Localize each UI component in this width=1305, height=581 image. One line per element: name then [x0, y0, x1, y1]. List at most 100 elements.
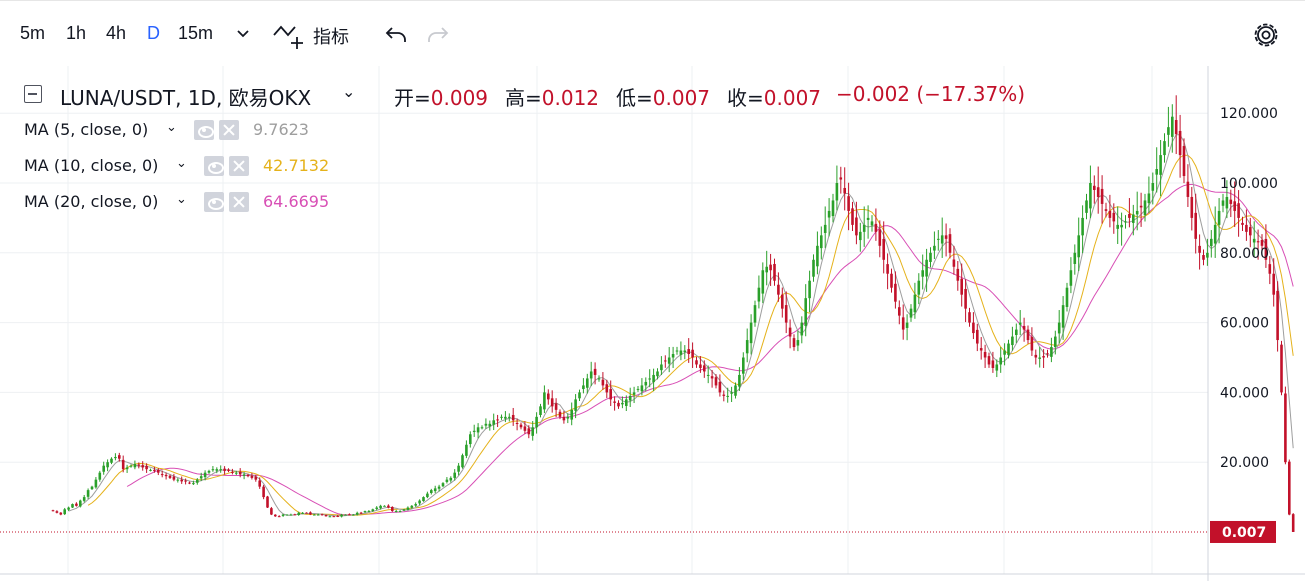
candle-body	[894, 283, 897, 302]
candle-body	[355, 512, 359, 515]
candle	[1198, 234, 1201, 270]
candle	[706, 365, 710, 384]
candle	[270, 506, 273, 516]
chevron-down-icon[interactable]: ⌄	[176, 156, 187, 171]
indicators-icon[interactable]	[272, 21, 306, 51]
candle-body	[1280, 344, 1283, 393]
candle-body	[106, 462, 109, 468]
candle-body	[574, 399, 577, 411]
candle-body	[578, 392, 581, 399]
timeframe-15m[interactable]: 15m	[178, 23, 214, 43]
candle-body	[453, 472, 456, 478]
candle-body	[847, 196, 850, 211]
symbol-title[interactable]: LUNA/USDT, 1D, 欧易OKX	[60, 86, 312, 110]
candle	[238, 468, 242, 478]
candle-body	[1182, 146, 1186, 177]
candle-body	[909, 308, 913, 318]
candle	[203, 470, 207, 481]
candle	[987, 352, 991, 368]
candle	[199, 472, 203, 482]
price-chart[interactable]: 0.007 20.000 40.000 60.000 80.000 100.000 120.…	[0, 66, 1305, 581]
candle	[231, 468, 234, 475]
chevron-down-icon[interactable]	[236, 29, 250, 39]
eye-icon[interactable]	[204, 156, 224, 176]
candle	[313, 514, 316, 516]
candle-body	[379, 505, 382, 509]
candle-body	[324, 514, 328, 517]
candle	[1206, 238, 1209, 266]
candle	[274, 514, 277, 517]
candle	[1249, 217, 1252, 248]
candle	[933, 231, 936, 260]
y-tick-label: 20.000	[1220, 455, 1269, 471]
candle-body	[281, 514, 285, 516]
candle-body	[492, 420, 495, 425]
candle-body	[270, 508, 273, 515]
ma5-label[interactable]: MA (5, close, 0)	[24, 120, 149, 139]
candle	[1108, 194, 1112, 228]
candle-body	[98, 472, 102, 480]
eye-icon[interactable]	[204, 192, 224, 212]
candle-body	[363, 511, 367, 513]
candle	[757, 275, 761, 309]
candle	[519, 422, 523, 430]
candle	[784, 291, 788, 334]
candle	[1061, 296, 1065, 340]
candle	[570, 402, 573, 426]
candle	[75, 502, 78, 507]
ma20-label[interactable]: MA (20, close, 0)	[24, 192, 159, 211]
candle	[983, 344, 987, 368]
candle	[309, 511, 312, 516]
timeframe-d[interactable]: D	[147, 23, 160, 43]
candle-body	[266, 496, 269, 508]
candle	[1007, 339, 1010, 359]
close-icon[interactable]	[229, 156, 249, 176]
candle	[461, 453, 464, 469]
candle-body	[687, 349, 690, 355]
chevron-down-icon[interactable]: ⌄	[176, 192, 187, 207]
ma10-label[interactable]: MA (10, close, 0)	[24, 156, 159, 175]
candle-body	[484, 423, 488, 426]
indicators-button[interactable]: 指标	[313, 27, 349, 48]
ma5-path	[68, 134, 1294, 517]
timeframe-1h[interactable]: 1h	[66, 23, 87, 43]
candle-body	[367, 511, 371, 513]
candle	[964, 279, 967, 323]
close-icon[interactable]	[219, 120, 239, 140]
candle	[656, 368, 659, 380]
candle	[792, 334, 796, 351]
undo-icon[interactable]	[384, 25, 408, 45]
candle	[948, 228, 952, 259]
candle	[1077, 217, 1080, 272]
candle	[157, 468, 160, 476]
candle-body	[1018, 322, 1022, 325]
candle-body	[820, 235, 823, 249]
eye-icon[interactable]	[194, 120, 214, 140]
candle-body	[890, 273, 893, 288]
candle	[449, 476, 453, 483]
candle	[1143, 193, 1147, 222]
close-icon[interactable]	[229, 192, 249, 212]
chevron-down-icon[interactable]: ⌄	[342, 84, 356, 101]
candle-body	[804, 298, 807, 326]
ma10-value: 42.7132	[263, 156, 330, 175]
candle-body	[301, 512, 304, 514]
candle	[285, 514, 289, 516]
candle-body	[51, 510, 55, 512]
candle-body	[628, 395, 632, 401]
candle-body	[480, 427, 484, 429]
candle-body	[753, 305, 757, 323]
timeframe-4h[interactable]: 4h	[106, 23, 127, 43]
candle	[480, 425, 484, 430]
candle	[632, 386, 636, 404]
timeframe-5m[interactable]: 5m	[20, 23, 46, 43]
candle-body	[418, 500, 421, 504]
redo-icon[interactable]	[426, 25, 450, 45]
candle-body	[554, 403, 558, 410]
y-tick-label: 120.000	[1220, 106, 1278, 122]
gear-icon[interactable]	[1250, 19, 1282, 51]
candle-body	[831, 200, 835, 217]
collapse-icon[interactable]	[24, 85, 42, 103]
chevron-down-icon[interactable]: ⌄	[166, 120, 177, 135]
candle	[664, 355, 667, 368]
